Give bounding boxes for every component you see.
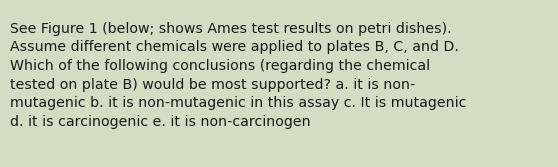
Text: See Figure 1 (below; shows Ames test results on petri dishes).
Assume different : See Figure 1 (below; shows Ames test res… — [10, 22, 466, 129]
